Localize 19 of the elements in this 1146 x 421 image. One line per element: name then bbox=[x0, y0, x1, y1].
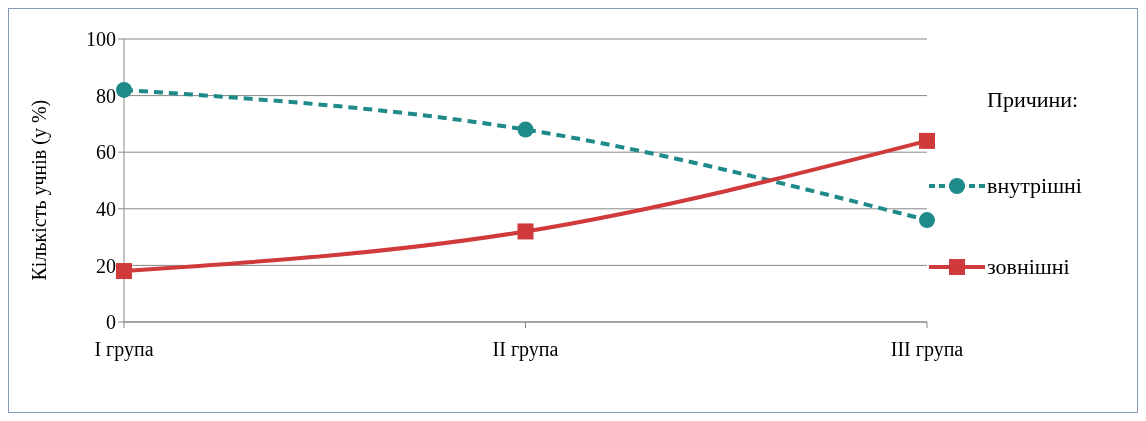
legend-label: зовнішні bbox=[987, 253, 1070, 280]
y-tick-label: 60 bbox=[96, 141, 116, 164]
y-tick-label: 100 bbox=[86, 28, 116, 51]
point bbox=[116, 81, 132, 98]
x-tick-label: ІІІ група bbox=[890, 338, 964, 362]
x-tick-label: ІІ група bbox=[492, 338, 559, 362]
point bbox=[919, 212, 935, 229]
point bbox=[919, 132, 935, 149]
y-tick-label: 0 bbox=[106, 311, 116, 334]
point bbox=[517, 223, 534, 240]
x-tick-label: І група bbox=[94, 338, 154, 362]
legend-label: внутрішні bbox=[987, 172, 1082, 199]
legend-title: Причини: bbox=[987, 86, 1080, 113]
y-axis-title: Кількість учнів (у %) bbox=[28, 99, 52, 281]
point bbox=[517, 121, 534, 138]
point bbox=[116, 263, 132, 280]
y-tick-label: 80 bbox=[96, 84, 116, 107]
y-tick-label: 20 bbox=[96, 254, 116, 277]
y-tick-label: 40 bbox=[96, 197, 116, 220]
